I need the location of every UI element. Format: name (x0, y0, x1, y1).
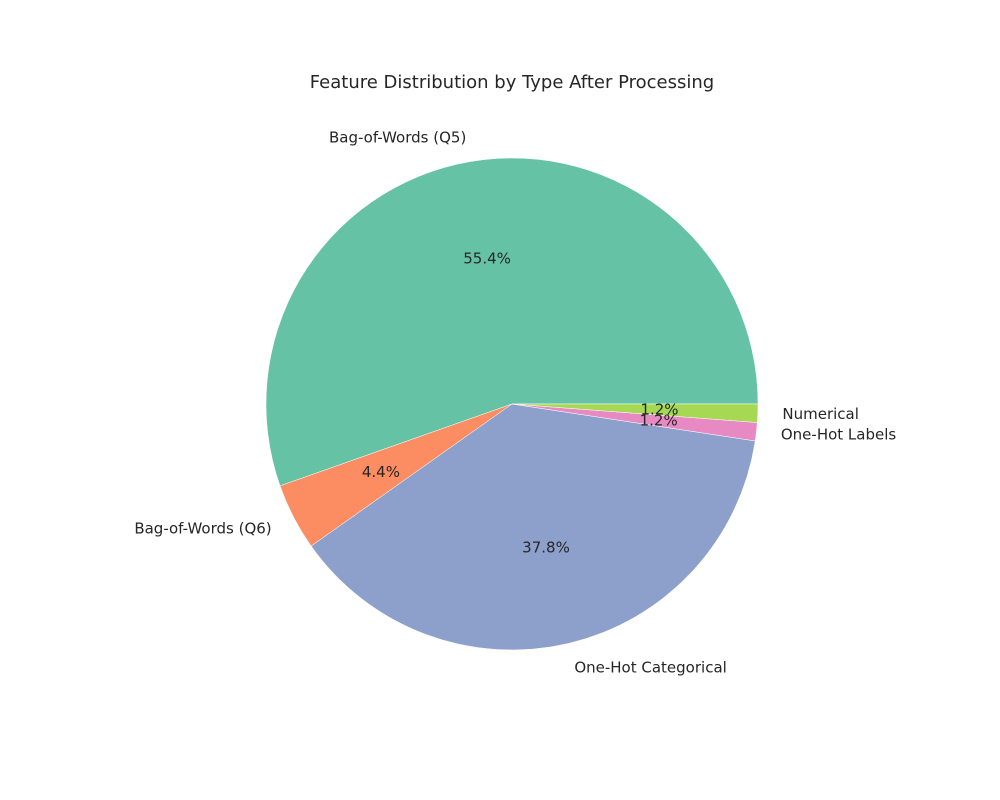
slice-label: One-Hot Categorical (574, 658, 726, 676)
pie-slice (310, 403, 756, 651)
pie-labels: Bag-of-Words (Q5) 55.4% Bag-of-Words (Q6) 4… (134, 128, 896, 676)
slice-percent-label: 37.8% (522, 539, 570, 557)
slice-label: Numerical (782, 405, 859, 423)
pie-slices (265, 157, 759, 651)
slice-percent-label: 1.2% (640, 401, 678, 419)
slice-label: Bag-of-Words (Q6) (134, 519, 271, 537)
chart-title: Feature Distribution by Type After Proce… (310, 72, 714, 93)
slice-percent-label: 55.4% (463, 250, 511, 268)
slice-label: Bag-of-Words (Q5) (329, 128, 466, 146)
slice-percent-label: 4.4% (362, 463, 400, 481)
pie-slice (511, 403, 759, 423)
slice-percent-label: 1.2% (640, 412, 678, 430)
slice-label: One-Hot Labels (781, 426, 897, 444)
